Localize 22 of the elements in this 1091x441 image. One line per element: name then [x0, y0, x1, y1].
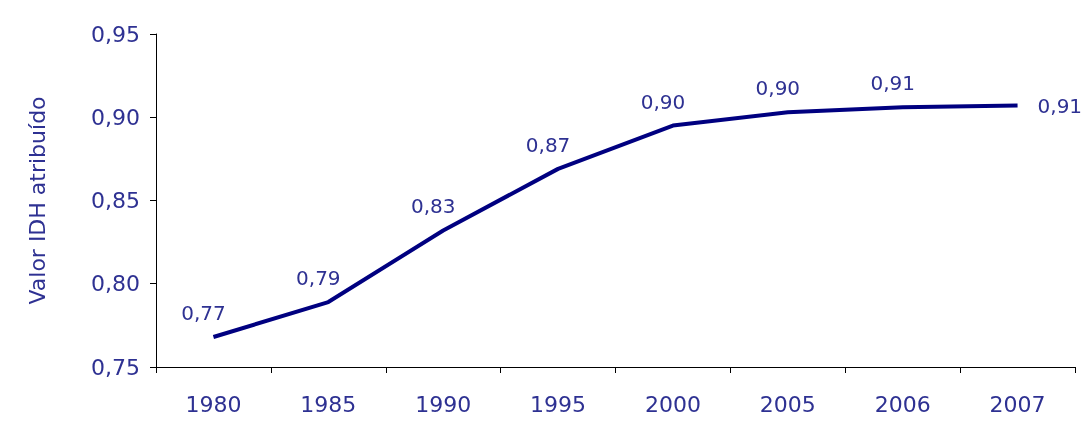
data-label: 0,83 [410, 194, 456, 219]
x-tick-label: 1990 [415, 391, 472, 417]
x-tick-label: 2000 [644, 391, 701, 417]
data-label: 0,77 [181, 301, 226, 326]
data-label: 0,90 [755, 76, 801, 101]
data-label: 0,87 [525, 132, 571, 157]
data-label: 0,90 [640, 89, 686, 114]
y-tick-label: 0,95 [91, 21, 140, 47]
x-tick-label: 1980 [185, 391, 242, 417]
x-tick-label: 2005 [759, 391, 816, 417]
y-tick-label: 0,75 [91, 354, 140, 380]
y-axis-title: Valor IDH atribuído [24, 96, 50, 305]
x-tick-label: 1985 [300, 391, 357, 417]
y-tick-label: 0,85 [91, 188, 140, 213]
y-tick-label: 0,80 [91, 271, 140, 297]
data-label: 0,91 [870, 71, 915, 96]
x-tick-label: 1995 [530, 391, 587, 417]
x-tick-label: 2007 [989, 391, 1046, 417]
y-tick-label: 0,90 [91, 104, 140, 130]
data-label: 0,91 [1037, 93, 1083, 118]
data-label: 0,79 [296, 266, 341, 291]
x-tick-label: 2006 [874, 391, 931, 417]
